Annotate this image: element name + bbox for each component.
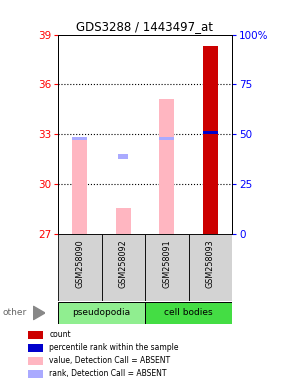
- Bar: [145, 234, 188, 301]
- Bar: [159, 99, 174, 234]
- Bar: [28, 331, 43, 339]
- Bar: [159, 137, 174, 140]
- Text: count: count: [49, 330, 71, 339]
- Bar: [145, 302, 232, 324]
- Text: rank, Detection Call = ABSENT: rank, Detection Call = ABSENT: [49, 369, 167, 378]
- Bar: [203, 131, 218, 134]
- Text: GSM258092: GSM258092: [119, 240, 128, 288]
- Text: pseudopodia: pseudopodia: [72, 308, 130, 318]
- Text: GSM258091: GSM258091: [162, 240, 171, 288]
- Bar: [203, 46, 218, 234]
- Bar: [72, 137, 87, 140]
- Bar: [28, 344, 43, 352]
- Text: cell bodies: cell bodies: [164, 308, 213, 318]
- Bar: [102, 234, 145, 301]
- Polygon shape: [33, 306, 45, 319]
- Bar: [28, 369, 43, 378]
- Text: GSM258093: GSM258093: [206, 240, 215, 288]
- Text: percentile rank within the sample: percentile rank within the sample: [49, 343, 179, 352]
- Bar: [188, 234, 232, 301]
- Text: GSM258090: GSM258090: [75, 240, 84, 288]
- Bar: [116, 208, 131, 234]
- Text: other: other: [3, 308, 27, 318]
- Title: GDS3288 / 1443497_at: GDS3288 / 1443497_at: [77, 20, 213, 33]
- Bar: [58, 234, 102, 301]
- Bar: [28, 357, 43, 365]
- Bar: [58, 302, 145, 324]
- Text: value, Detection Call = ABSENT: value, Detection Call = ABSENT: [49, 356, 171, 365]
- Bar: [119, 154, 128, 159]
- Bar: [72, 138, 87, 234]
